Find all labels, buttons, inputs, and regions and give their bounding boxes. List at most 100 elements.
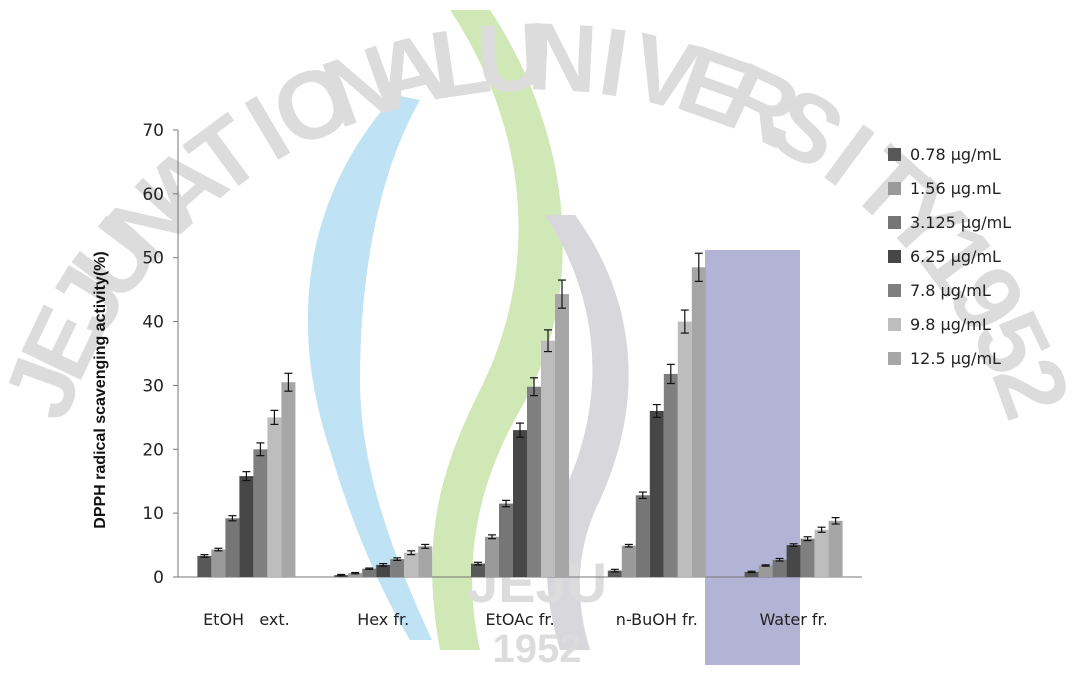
bar	[555, 294, 569, 577]
error-bar	[789, 543, 798, 547]
legend-swatch	[888, 284, 901, 297]
error-bar	[680, 309, 689, 334]
y-axis-label: DPPH radical scavenging activity(%)	[92, 251, 109, 528]
y-tick-label: 50	[142, 249, 164, 269]
bar	[471, 563, 485, 577]
error-bar	[831, 517, 840, 525]
legend-swatch	[888, 148, 901, 161]
watermark-center-year: 1952	[493, 627, 582, 671]
error-bar	[228, 515, 237, 522]
bar	[635, 495, 650, 577]
watermark-letter: N	[525, 3, 599, 113]
bar	[541, 340, 555, 577]
x-tick-label: n-BuOH fr.	[616, 610, 698, 629]
y-tick-label: 60	[142, 185, 164, 205]
watermark-ribbon-blue	[307, 95, 432, 640]
bar	[649, 411, 664, 577]
bar	[677, 321, 692, 577]
bar	[758, 565, 773, 577]
legend-swatch	[888, 318, 901, 331]
legend-label: 0.78 μg/mL	[910, 145, 1001, 164]
legend-label: 6.25 μg/mL	[910, 247, 1001, 266]
legend-item: 3.125 μg/mL	[888, 213, 1011, 232]
error-bar	[516, 422, 524, 438]
error-bar	[530, 377, 538, 397]
error-bar	[694, 252, 703, 282]
bar	[418, 546, 433, 577]
watermark-letter: U	[474, 3, 548, 113]
bar	[485, 536, 499, 577]
error-bar	[214, 547, 223, 552]
error-bar	[242, 471, 251, 482]
legend-label: 12.5 μg/mL	[910, 349, 1001, 368]
x-tick-label: EtOAc fr.	[485, 610, 554, 629]
bar	[253, 449, 268, 577]
bar	[211, 549, 226, 577]
y-axis: 0 10 20 30 40 50 60 70	[142, 121, 179, 588]
error-bar	[761, 564, 770, 567]
bar	[800, 538, 815, 577]
legend-label: 7.8 μg/mL	[910, 281, 991, 300]
legend-item: 1.56 μg.mL	[888, 179, 1001, 198]
legend: 0.78 μg/mL 1.56 μg.mL 3.125 μg/mL 6.25 μg/m…	[888, 145, 1011, 368]
bar	[786, 545, 801, 577]
y-tick-label: 20	[142, 440, 164, 460]
watermark-ribbon-green	[432, 10, 563, 650]
error-bar	[624, 543, 633, 548]
y-tick-label: 10	[142, 504, 164, 524]
bar	[499, 503, 513, 577]
legend-item: 0.78 μg/mL	[888, 145, 1001, 164]
legend-swatch	[888, 352, 901, 365]
bar	[744, 571, 759, 577]
bar	[225, 518, 240, 577]
bar	[814, 529, 829, 577]
legend-label: 3.125 μg/mL	[910, 213, 1011, 232]
error-bar	[817, 526, 826, 533]
legend-item: 12.5 μg/mL	[888, 349, 1001, 368]
error-bar	[421, 543, 430, 549]
bar	[348, 573, 363, 577]
error-bar	[200, 554, 209, 558]
bar	[281, 382, 296, 577]
error-bar	[270, 409, 279, 425]
x-tick-label: Hex fr.	[357, 610, 409, 629]
legend-item: 9.8 μg/mL	[888, 315, 991, 334]
legend-item: 6.25 μg/mL	[888, 247, 1001, 266]
error-bar	[666, 363, 675, 385]
error-bar	[474, 561, 482, 566]
error-bar	[638, 491, 647, 500]
bar	[404, 552, 419, 577]
bar	[362, 568, 377, 577]
bar	[663, 373, 678, 577]
y-tick-label: 0	[153, 568, 164, 588]
bar	[513, 430, 527, 577]
bars	[197, 252, 843, 577]
bar	[621, 545, 636, 577]
error-bar	[379, 562, 388, 567]
error-bar	[502, 499, 510, 508]
error-bar	[558, 279, 566, 309]
y-tick-label: 30	[142, 376, 164, 396]
bar	[239, 476, 254, 577]
bar	[691, 267, 706, 577]
bar	[828, 520, 843, 577]
bar	[527, 386, 541, 577]
watermark-bar-purple	[705, 250, 800, 665]
error-bar	[284, 372, 293, 392]
legend-item: 7.8 μg/mL	[888, 281, 991, 300]
error-bar	[351, 571, 360, 575]
error-bar	[803, 536, 812, 542]
x-tick-label: Water fr.	[759, 610, 827, 629]
error-bar	[747, 570, 756, 574]
error-bar	[610, 568, 619, 573]
error-bar	[407, 550, 416, 556]
error-bar	[652, 403, 661, 418]
legend-swatch	[888, 250, 901, 263]
bar	[197, 555, 212, 577]
x-tick-label: EtOH ext.	[203, 610, 290, 629]
x-axis: EtOH ext. Hex fr. EtOAc fr. n-BuOH fr. Water…	[178, 576, 862, 629]
error-bar	[544, 329, 552, 353]
error-bar	[256, 442, 265, 457]
